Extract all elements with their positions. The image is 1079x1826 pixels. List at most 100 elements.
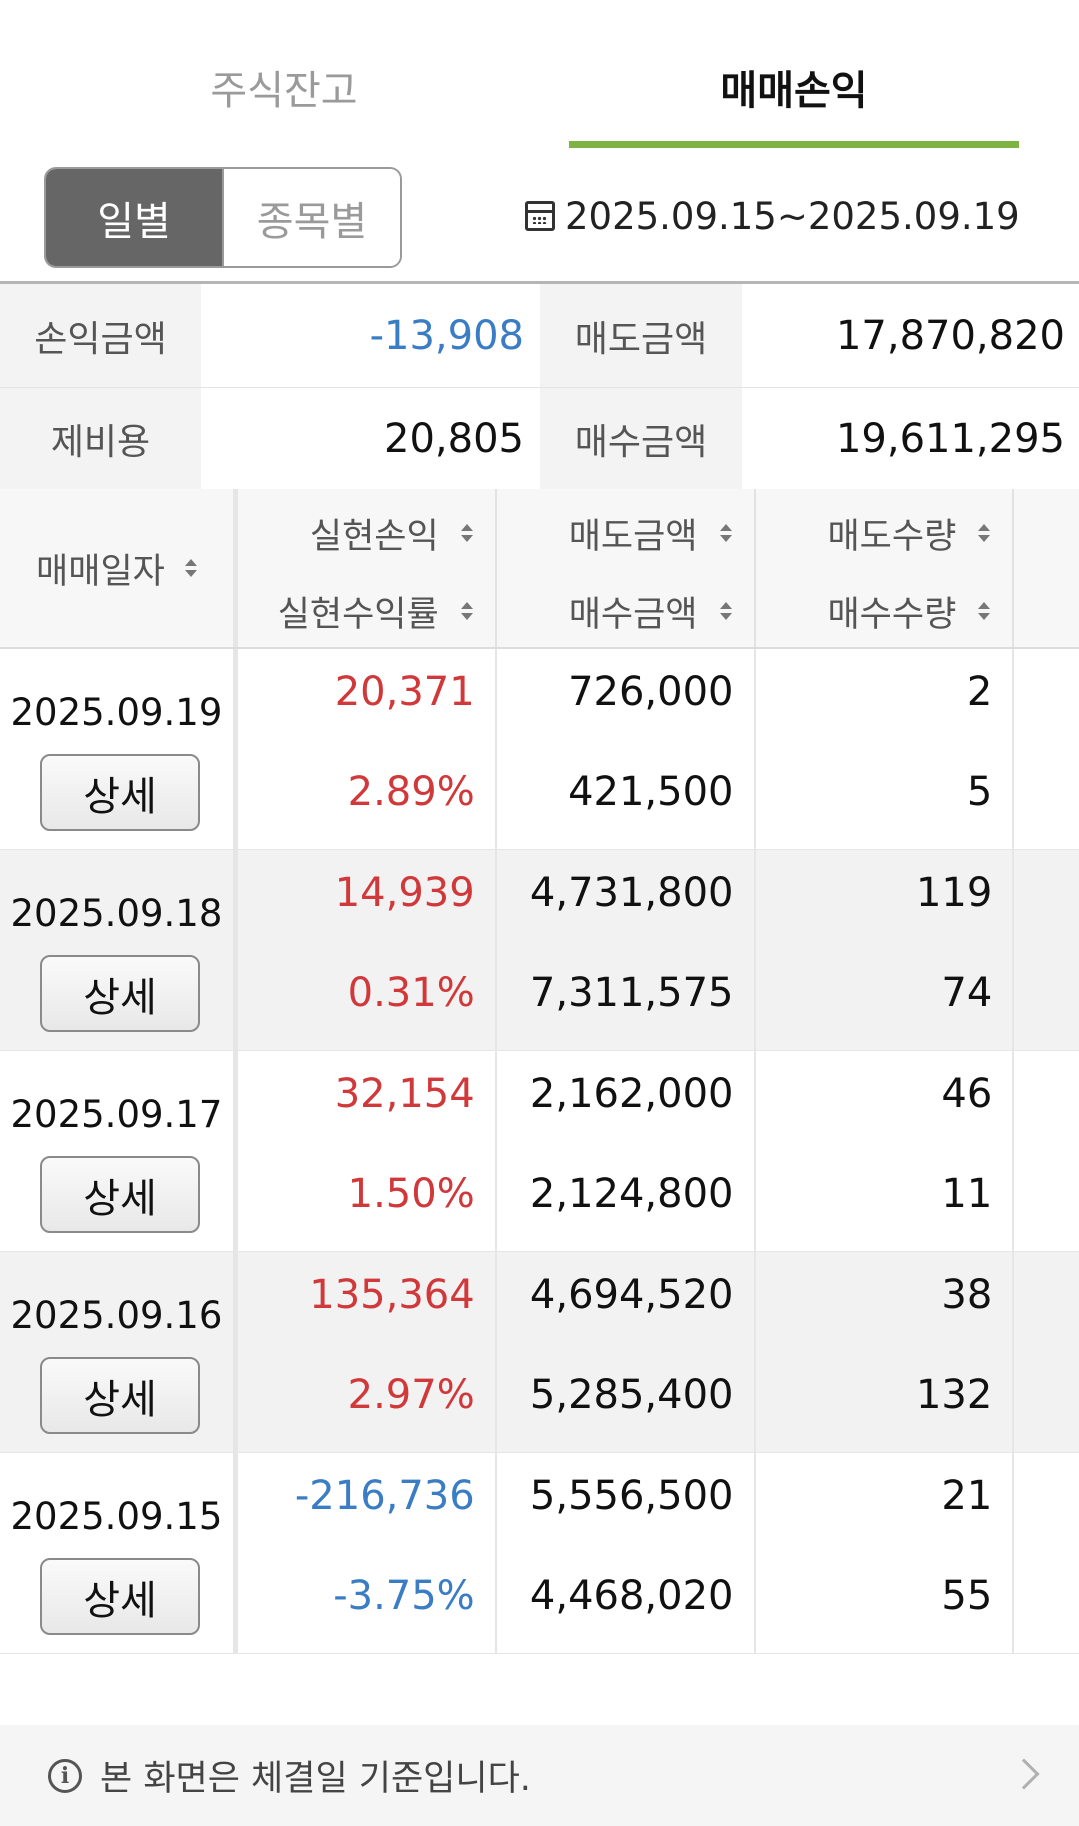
tab-trading-pl[interactable]: 매매손익: [569, 0, 1019, 150]
sell-qty-header-label: 매도수량: [827, 516, 957, 557]
realized-pl-value: 14,939: [334, 870, 475, 916]
date-cell: 2025.09.15 상세: [0, 1453, 238, 1653]
realized-pl-value: 135,364: [309, 1272, 475, 1318]
profit-loss-label: 손익금액: [0, 284, 201, 387]
buy-amount-value: 7,311,575: [529, 970, 734, 1016]
table-body: 2025.09.19 상세 20,371 2.89% 726,000 421,500 2 5 2…: [0, 649, 1079, 1654]
tab-trading-pl-label: 매매손익: [720, 68, 868, 114]
tab-stock-balance[interactable]: 주식잔고: [59, 0, 509, 150]
table-header: 매매일자 실현손익 실현수익률 매도금액 매수금액: [0, 489, 1079, 649]
sort-sell-qty-header[interactable]: 매도수량: [827, 503, 991, 563]
realized-rate-value: 1.50%: [347, 1171, 475, 1217]
buy-amount-value: 421,500: [568, 769, 734, 815]
realized-cell: -216,736 -3.75%: [238, 1453, 497, 1653]
sort-buy-qty-header[interactable]: 매수수량: [827, 581, 991, 641]
buy-qty-value: 55: [941, 1573, 993, 1619]
amount-cell: 726,000 421,500: [497, 649, 756, 849]
top-tab-bar: 주식잔고 매매손익: [0, 0, 1079, 150]
realized-pl-header-label: 실현손익: [309, 516, 439, 557]
date-range-text: 2025.09.15~2025.09.19: [565, 194, 1020, 238]
trade-date: 2025.09.15: [10, 1495, 223, 1538]
sell-qty-value: 46: [941, 1071, 993, 1117]
overflow-column-header: [1014, 489, 1079, 647]
overflow-cell: [1014, 649, 1079, 849]
by-stock-toggle-button[interactable]: 종목별: [222, 169, 400, 266]
realized-pl-value: 32,154: [334, 1071, 475, 1117]
overflow-cell: [1014, 1252, 1079, 1452]
table-row: 2025.09.15 상세 -216,736 -3.75% 5,556,500 4,468…: [0, 1453, 1079, 1654]
realized-rate-header-label: 실현수익률: [277, 594, 439, 635]
date-range-picker[interactable]: 2025.09.15~2025.09.19: [525, 190, 1020, 242]
realized-cell: 20,371 2.89%: [238, 649, 497, 849]
trade-date: 2025.09.18: [10, 892, 223, 935]
realized-rate-value: 2.89%: [347, 769, 475, 815]
buy-amount-value: 2,124,800: [529, 1171, 734, 1217]
summary-panel: 손익금액 -13,908 매도금액 17,870,820 제비용 20,805 …: [0, 281, 1079, 492]
overflow-cell: [1014, 1453, 1079, 1653]
sell-amount-value: 4,731,800: [529, 870, 734, 916]
sort-date-header[interactable]: 매매일자: [0, 489, 238, 647]
sort-icon: [184, 559, 197, 577]
buy-qty-value: 132: [915, 1372, 993, 1418]
sell-amount-value: 5,556,500: [529, 1473, 734, 1519]
amount-cell: 5,556,500 4,468,020: [497, 1453, 756, 1653]
buy-qty-value: 74: [941, 970, 993, 1016]
sort-icon: [978, 602, 991, 620]
notice-text: 본 화면은 체결일 기준입니다.: [100, 1759, 531, 1799]
sort-icon: [719, 524, 732, 542]
table-row: 2025.09.19 상세 20,371 2.89% 726,000 421,500 2 5: [0, 649, 1079, 850]
amount-cell: 4,694,520 5,285,400: [497, 1252, 756, 1452]
sell-qty-value: 2: [966, 669, 993, 715]
daily-trade-table: 매매일자 실현손익 실현수익률 매도금액 매수금액: [0, 489, 1079, 1654]
realized-pl-value: -216,736: [294, 1473, 475, 1519]
overflow-cell: [1014, 850, 1079, 1050]
table-row: 2025.09.16 상세 135,364 2.97% 4,694,520 5,285,4…: [0, 1252, 1079, 1453]
amount-column-header: 매도금액 매수금액: [497, 489, 756, 647]
realized-rate-value: -3.75%: [333, 1573, 475, 1619]
trade-date: 2025.09.17: [10, 1093, 223, 1136]
buy-amount-header-label: 매수금액: [568, 594, 698, 635]
sort-realized-rate-header[interactable]: 실현수익률: [278, 581, 473, 641]
sort-icon: [719, 602, 732, 620]
tab-stock-balance-label: 주식잔고: [210, 68, 358, 114]
date-cell: 2025.09.19 상세: [0, 649, 238, 849]
trade-date: 2025.09.16: [10, 1294, 223, 1337]
sell-qty-value: 38: [941, 1272, 993, 1318]
date-cell: 2025.09.16 상세: [0, 1252, 238, 1452]
table-row: 2025.09.18 상세 14,939 0.31% 4,731,800 7,311,57…: [0, 850, 1079, 1051]
fees-label: 제비용: [0, 388, 201, 490]
sort-buy-amount-header[interactable]: 매수금액: [569, 581, 732, 641]
profit-loss-value: -13,908: [369, 312, 524, 359]
sell-amount-value: 4,694,520: [529, 1272, 734, 1318]
detail-button[interactable]: 상세: [40, 1357, 200, 1434]
buy-amount-label: 매수금액: [540, 388, 742, 490]
summary-row: 손익금액 -13,908 매도금액 17,870,820: [0, 284, 1079, 387]
notice-bar[interactable]: i 본 화면은 체결일 기준입니다.: [0, 1725, 1079, 1826]
sell-amount-value: 17,870,820: [835, 312, 1065, 359]
sort-icon: [460, 524, 473, 542]
detail-button[interactable]: 상세: [40, 1558, 200, 1635]
view-mode-toggle: 일별 종목별: [44, 167, 402, 268]
detail-button[interactable]: 상세: [40, 754, 200, 831]
overflow-cell: [1014, 1051, 1079, 1251]
realized-rate-value: 2.97%: [347, 1372, 475, 1418]
amount-cell: 4,731,800 7,311,575: [497, 850, 756, 1050]
sell-qty-value: 21: [941, 1473, 993, 1519]
info-icon: i: [48, 1758, 82, 1793]
daily-toggle-button[interactable]: 일별: [46, 169, 222, 266]
realized-rate-value: 0.31%: [347, 970, 475, 1016]
calendar-icon: [525, 201, 555, 231]
table-row: 2025.09.17 상세 32,154 1.50% 2,162,000 2,124,80…: [0, 1051, 1079, 1252]
sell-amount-label: 매도금액: [540, 284, 742, 387]
buy-amount-value: 19,611,295: [835, 416, 1065, 462]
detail-button[interactable]: 상세: [40, 1156, 200, 1233]
fees-value: 20,805: [384, 416, 524, 462]
detail-button[interactable]: 상세: [40, 955, 200, 1032]
quantity-cell: 38 132: [756, 1252, 1015, 1452]
sort-icon: [978, 524, 991, 542]
date-cell: 2025.09.17 상세: [0, 1051, 238, 1251]
buy-qty-value: 5: [966, 769, 993, 815]
sort-realized-pl-header[interactable]: 실현손익: [310, 503, 473, 563]
date-header-label: 매매일자: [36, 551, 165, 592]
sort-sell-amount-header[interactable]: 매도금액: [569, 503, 732, 563]
